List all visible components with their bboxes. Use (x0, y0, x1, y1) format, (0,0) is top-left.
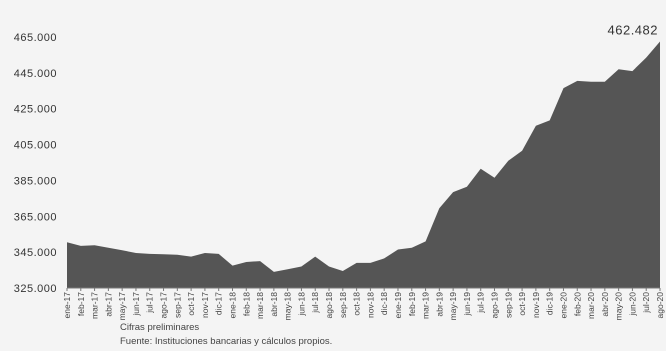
x-tick-label: dic-17 (214, 292, 224, 315)
x-tick-label: jul-18 (310, 292, 320, 314)
x-tick-label: mar-18 (255, 292, 265, 319)
x-tick-label: ago-17 (159, 292, 169, 319)
series-area (67, 41, 660, 288)
source-note: Fuente: Instituciones bancarias y cálcul… (120, 336, 333, 347)
x-tick-label: feb-18 (241, 292, 251, 316)
y-tick-label: 465.000 (14, 32, 57, 44)
y-tick-label: 325.000 (14, 283, 57, 295)
x-tick-label: feb-20 (572, 292, 582, 316)
x-tick-label: mar-20 (586, 292, 596, 319)
x-tick-label: dic-19 (545, 292, 555, 315)
x-tick-label: ene-19 (393, 292, 403, 319)
x-tick-label: dic-18 (379, 292, 389, 315)
x-tick-label: mar-19 (421, 292, 431, 319)
x-tick-label: nov-17 (200, 292, 210, 318)
y-axis: 465.000 445.000 425.000 405.000 385.000 365.0… (14, 32, 57, 295)
x-tick-label: jul-19 (476, 292, 486, 314)
x-tick-label: sep-17 (172, 292, 182, 318)
y-tick-label: 405.000 (14, 140, 57, 152)
x-tick-label: jul-17 (145, 292, 155, 314)
x-tick-label: ene-18 (227, 292, 237, 319)
x-tick-label: jun-18 (296, 292, 306, 317)
x-tick-label: oct-17 (186, 292, 196, 316)
plot-area (67, 41, 660, 289)
x-tick-label: nov-18 (365, 292, 375, 318)
x-tick-label: may-17 (117, 292, 127, 321)
y-tick-label: 425.000 (14, 104, 57, 116)
x-tick-label: oct-19 (517, 292, 527, 316)
x-tick-label: sep-18 (338, 292, 348, 318)
x-tick-label: may-18 (283, 292, 293, 321)
x-tick-label: nov-19 (531, 292, 541, 318)
x-tick-label: abr-19 (434, 292, 444, 317)
x-tick-label: ago-18 (324, 292, 334, 319)
x-tick-label: ene-17 (62, 292, 72, 319)
chart-notes: Cifras preliminares Fuente: Institucione… (120, 321, 332, 349)
x-tick-label: sep-19 (503, 292, 513, 318)
x-tick-label: jul-20 (641, 292, 651, 314)
x-tick-label: feb-19 (407, 292, 417, 316)
x-tick-label: jun-19 (462, 292, 472, 317)
x-tick-label: feb-17 (76, 292, 86, 316)
x-tick-label: ago-20 (655, 292, 665, 319)
x-tick-label: oct-18 (352, 292, 362, 316)
x-tick-label: mar-17 (90, 292, 100, 319)
last-value-label: 462.482 (608, 23, 659, 38)
x-tick-label: may-20 (614, 292, 624, 321)
footnote: Cifras preliminares (120, 322, 200, 333)
y-tick-label: 385.000 (14, 175, 57, 187)
x-tick-label: abr-20 (600, 292, 610, 317)
x-tick-label: ene-20 (558, 292, 568, 319)
y-tick-label: 445.000 (14, 68, 57, 80)
y-tick-label: 365.000 (14, 211, 57, 223)
x-tick-label: ago-19 (490, 292, 500, 319)
x-tick-label: jun-17 (131, 292, 141, 317)
x-tick-label: abr-17 (103, 292, 113, 317)
x-tick-label: jun-20 (627, 292, 637, 317)
x-axis: ene-17 feb-17 mar-17 abr-17 may-17 jun-17 jul-… (62, 288, 665, 320)
y-tick-label: 345.000 (14, 247, 57, 259)
x-tick-label: abr-18 (269, 292, 279, 317)
x-tick-label: may-19 (448, 292, 458, 321)
